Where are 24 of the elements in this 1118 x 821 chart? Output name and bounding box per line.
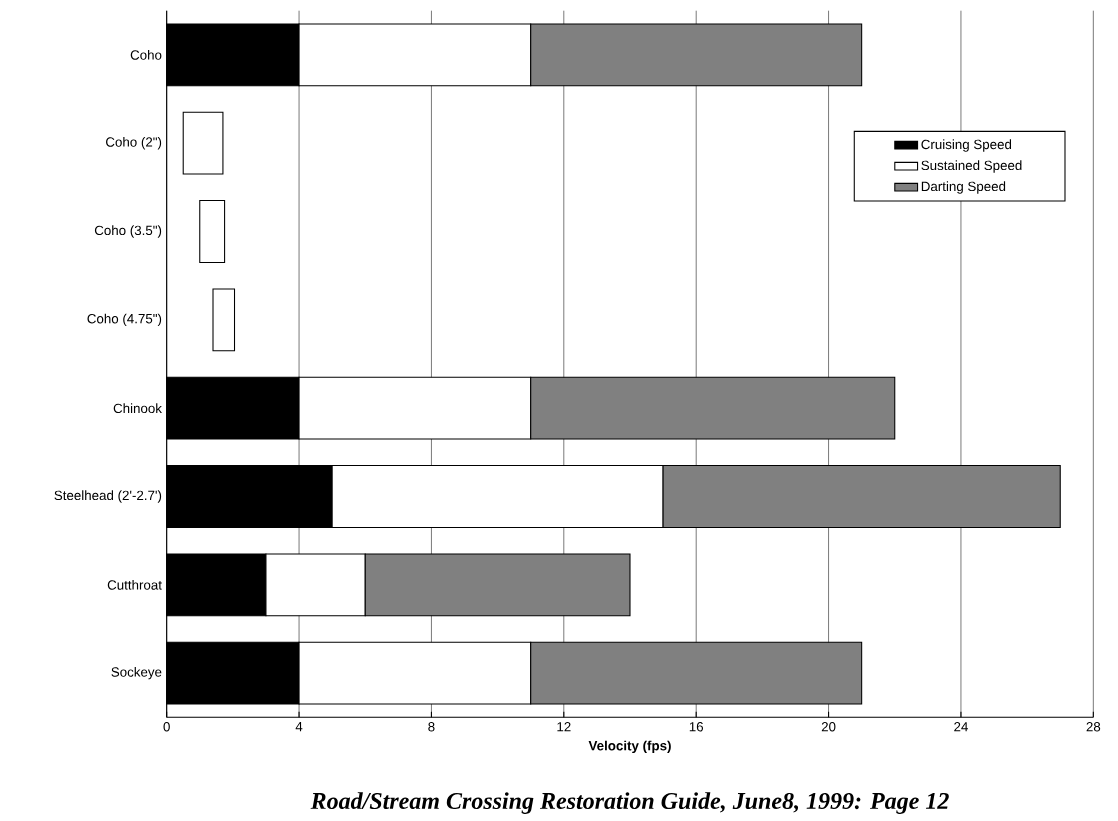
text: Road/Stream Crossing Restoration Guide, June8, 1999: Page 12 (310, 792, 949, 814)
y-tick-label: Cutthroat (107, 579, 162, 590)
y-tick-label: Coho (2") (106, 136, 162, 150)
y-tick-label: Coho (4.75") (87, 313, 162, 327)
x-tick-label: 0 (163, 722, 170, 732)
x-tick-label: 24 (954, 722, 968, 732)
y-tick-label: Coho (3.5") (94, 225, 162, 238)
bar (212, 288, 236, 352)
y-tick-label: Steelhead (2'-2.7') (54, 490, 162, 503)
x-tick-label: 12 (557, 722, 571, 732)
bar (182, 111, 224, 175)
x-tick-label: 20 (821, 722, 836, 732)
x-tick-label: 8 (428, 722, 435, 732)
y-tick-label: Coho (130, 49, 162, 60)
bar (199, 200, 226, 263)
legend-label: Darting Speed (921, 181, 1006, 194)
x-tick-label: 4 (295, 722, 303, 732)
legend-label: Cruising Speed (921, 139, 1012, 152)
x-axis-title: Velocity (fps) (588, 740, 671, 754)
x-tick-label: 28 (1086, 722, 1101, 732)
legend-label: Sustained Speed (921, 160, 1022, 173)
y-tick-label: Sockeye (111, 666, 162, 680)
y-tick-label: Chinook (113, 403, 162, 414)
x-tick-label: 16 (689, 722, 704, 732)
